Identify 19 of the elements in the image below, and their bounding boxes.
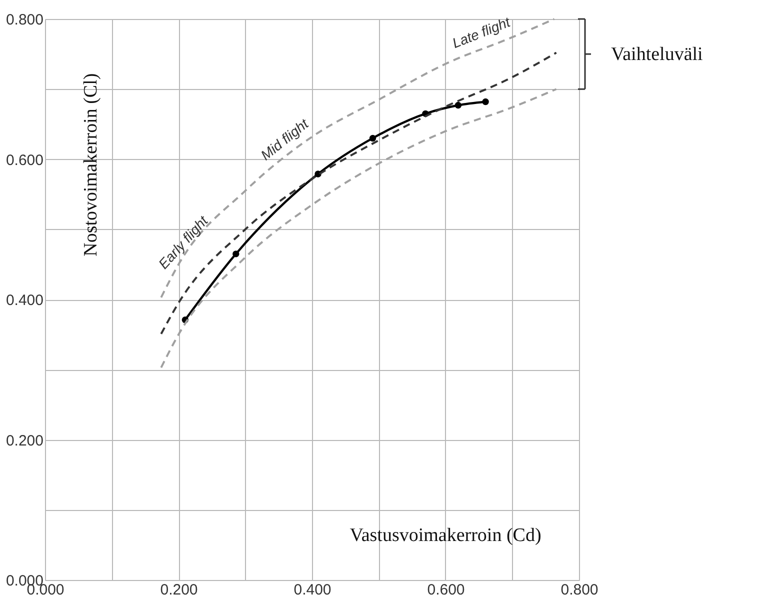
y-tick-label: 0.200: [6, 432, 44, 450]
x-tick-label: 0.200: [160, 582, 198, 598]
point: [454, 102, 462, 109]
point: [482, 98, 489, 106]
x-tick-label: 0.800: [560, 582, 598, 598]
y-tick-label: 0.600: [6, 152, 44, 169]
y-axis-title: Nostovoimakerroin (Cl): [80, 73, 102, 256]
x-axis-title: Vastusvoimakerroin (Cd): [350, 525, 542, 546]
x-tick-label: 0.400: [294, 582, 332, 598]
text: Vaihteluväli: [611, 44, 703, 66]
annotation: Late flight: [450, 13, 514, 52]
line-series: [160, 88, 558, 369]
y-tick-label: 0.400: [6, 292, 44, 309]
x-tick-label: 0.600: [427, 582, 465, 598]
y-tick-label: 0.800: [6, 12, 44, 28]
line-series: [160, 18, 556, 298]
point: [232, 250, 240, 258]
point: [369, 134, 376, 142]
line-series: [160, 52, 558, 335]
